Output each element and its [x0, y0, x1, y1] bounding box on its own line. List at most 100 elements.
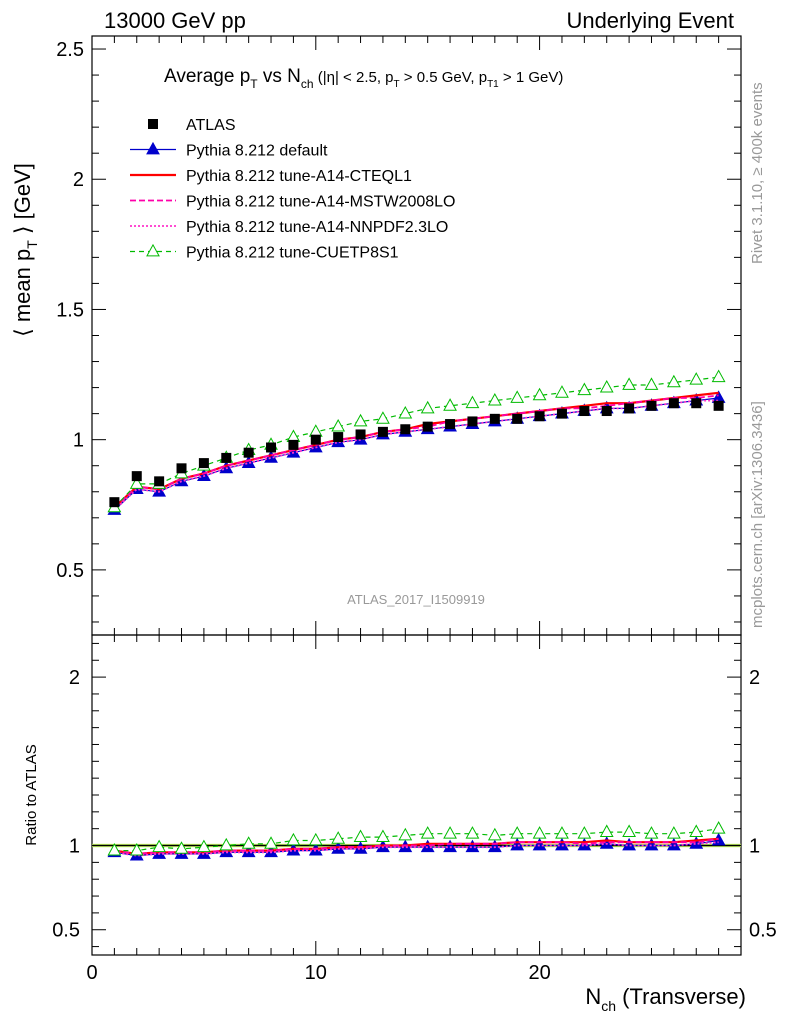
ratio-point-default [465, 839, 480, 853]
main-point-atlas [377, 426, 388, 437]
ratio-series [107, 821, 726, 861]
main-ytick-label: 0.5 [56, 560, 84, 582]
main-point-atlas [691, 398, 702, 409]
ratio-point-cuetp8s1 [398, 827, 413, 841]
title-cond2-sub: T1 [487, 79, 499, 90]
main-point-atlas [266, 442, 277, 453]
ratio-point-cuetp8s1 [420, 826, 435, 839]
main-point-cuetp8s1 [129, 476, 144, 489]
ratio-line-mstw [114, 837, 719, 855]
main-point-atlas [288, 439, 299, 450]
legend-label-cuetp8s1: Pythia 8.212 tune-CUETP8S1 [186, 245, 399, 262]
xlabel-pre: N [585, 984, 601, 1009]
ratio-point-cuetp8s1 [152, 839, 167, 853]
main-point-atlas [422, 421, 433, 432]
ratio-point-cuetp8s1 [331, 831, 346, 844]
ratio-point-cuetp8s1 [487, 827, 502, 841]
ratio-point-default [666, 837, 681, 851]
header-left: 13000 GeV pp [104, 8, 246, 33]
ratio-ytick-label-right: 1 [749, 836, 760, 858]
legend-item-default: Pythia 8.212 default [130, 141, 328, 160]
legend-label-cteql1: Pythia 8.212 tune-A14-CTEQL1 [186, 168, 412, 185]
main-series-mstw [113, 394, 719, 509]
ratio-series-cuetp8s1 [107, 821, 726, 856]
main-point-atlas [713, 400, 724, 411]
main-line-mstw [113, 394, 719, 509]
main-point-atlas [221, 452, 232, 463]
main-point-cuetp8s1 [420, 400, 435, 414]
main-point-atlas [198, 458, 209, 469]
xtick-label: 20 [528, 962, 550, 984]
main-ytick-label: 1.5 [56, 299, 84, 321]
main-point-cuetp8s1 [443, 398, 457, 411]
legend-label-default: Pythia 8.212 default [186, 143, 328, 160]
main-point-atlas [355, 429, 366, 440]
main-point-atlas [556, 408, 567, 419]
legend-item-cteql1: Pythia 8.212 tune-A14-CTEQL1 [130, 168, 412, 185]
ratio-point-cuetp8s1 [241, 836, 256, 849]
legend-marker-cuetp8s1 [146, 243, 160, 257]
main-series-nnpdf [113, 399, 719, 511]
main-line-default [113, 397, 719, 511]
ratio-ytick-label: 0.5 [52, 920, 80, 942]
ratio-point-default [555, 837, 569, 851]
main-point-atlas [489, 413, 500, 424]
legend-marker-default [146, 141, 160, 155]
main-series [107, 369, 726, 515]
title-cond3: > 1 GeV) [499, 69, 564, 86]
main-point-cuetp8s1 [555, 385, 569, 398]
ratio-point-cuetp8s1 [510, 826, 525, 839]
main-point-atlas [624, 403, 635, 414]
ratio-ylabel: Ratio to ATLAS [23, 744, 40, 845]
main-point-cuetp8s1 [465, 395, 480, 409]
ratio-point-default [532, 837, 547, 851]
main-ytick-label: 2 [73, 169, 84, 191]
ratio-series-nnpdf [114, 841, 719, 857]
ratio-point-cuetp8s1 [308, 832, 323, 846]
ratio-ytick-label: 2 [69, 667, 80, 689]
ratio-point-default [510, 837, 525, 851]
ylabel-sub: T [24, 240, 40, 249]
main-point-cuetp8s1 [622, 377, 636, 390]
legend-label-atlas: ATLAS [186, 117, 236, 134]
ratio-point-cuetp8s1 [689, 824, 704, 837]
header-right: Underlying Event [566, 8, 734, 33]
title-main: Average p [164, 66, 250, 87]
ratio-ytick-label: 1 [69, 836, 80, 858]
legend-item-nnpdf: Pythia 8.212 tune-A14-NNPDF2.3LO [130, 219, 448, 236]
title-vs-sub: ch [301, 77, 314, 91]
ratio-point-cuetp8s1 [644, 826, 659, 839]
main-point-cuetp8s1 [666, 374, 681, 388]
main-point-atlas [310, 434, 321, 445]
title-vs: vs N [258, 66, 301, 87]
main-point-cuetp8s1 [487, 392, 502, 406]
main-series-cuetp8s1 [107, 369, 726, 513]
ratio-point-cuetp8s1 [711, 821, 726, 834]
main-point-cuetp8s1 [331, 419, 346, 432]
ratio-point-cuetp8s1 [219, 837, 234, 851]
main-series-atlas [109, 398, 724, 508]
main-point-atlas [579, 406, 590, 417]
ratio-point-cuetp8s1 [129, 842, 144, 856]
main-point-atlas [668, 398, 679, 409]
xlabel-post: (Transverse) [616, 984, 746, 1009]
legend-marker-atlas [148, 119, 158, 129]
ylabel-post: ⟩ [GeV] [10, 163, 35, 240]
main-line-nnpdf [113, 399, 719, 511]
ratio-point-cuetp8s1 [286, 832, 301, 846]
ratio-point-cuetp8s1 [465, 826, 480, 839]
ratio-point-cuetp8s1 [107, 842, 122, 856]
main-ylabel: ⟨ mean pT ⟩ [GeV] [10, 163, 40, 337]
ratio-plot-frame [91, 634, 742, 956]
main-point-cuetp8s1 [308, 424, 323, 437]
ratio-point-cuetp8s1 [174, 841, 189, 854]
ratio-ytick-label-right: 2 [749, 667, 760, 689]
main-point-cuetp8s1 [577, 382, 592, 396]
ratio-line-cuetp8s1 [114, 828, 719, 852]
main-point-atlas [512, 413, 523, 424]
main-point-cuetp8s1 [644, 377, 659, 390]
main-point-atlas [467, 416, 478, 427]
ratio-point-cuetp8s1 [443, 826, 457, 839]
ratio-point-default [443, 839, 457, 853]
